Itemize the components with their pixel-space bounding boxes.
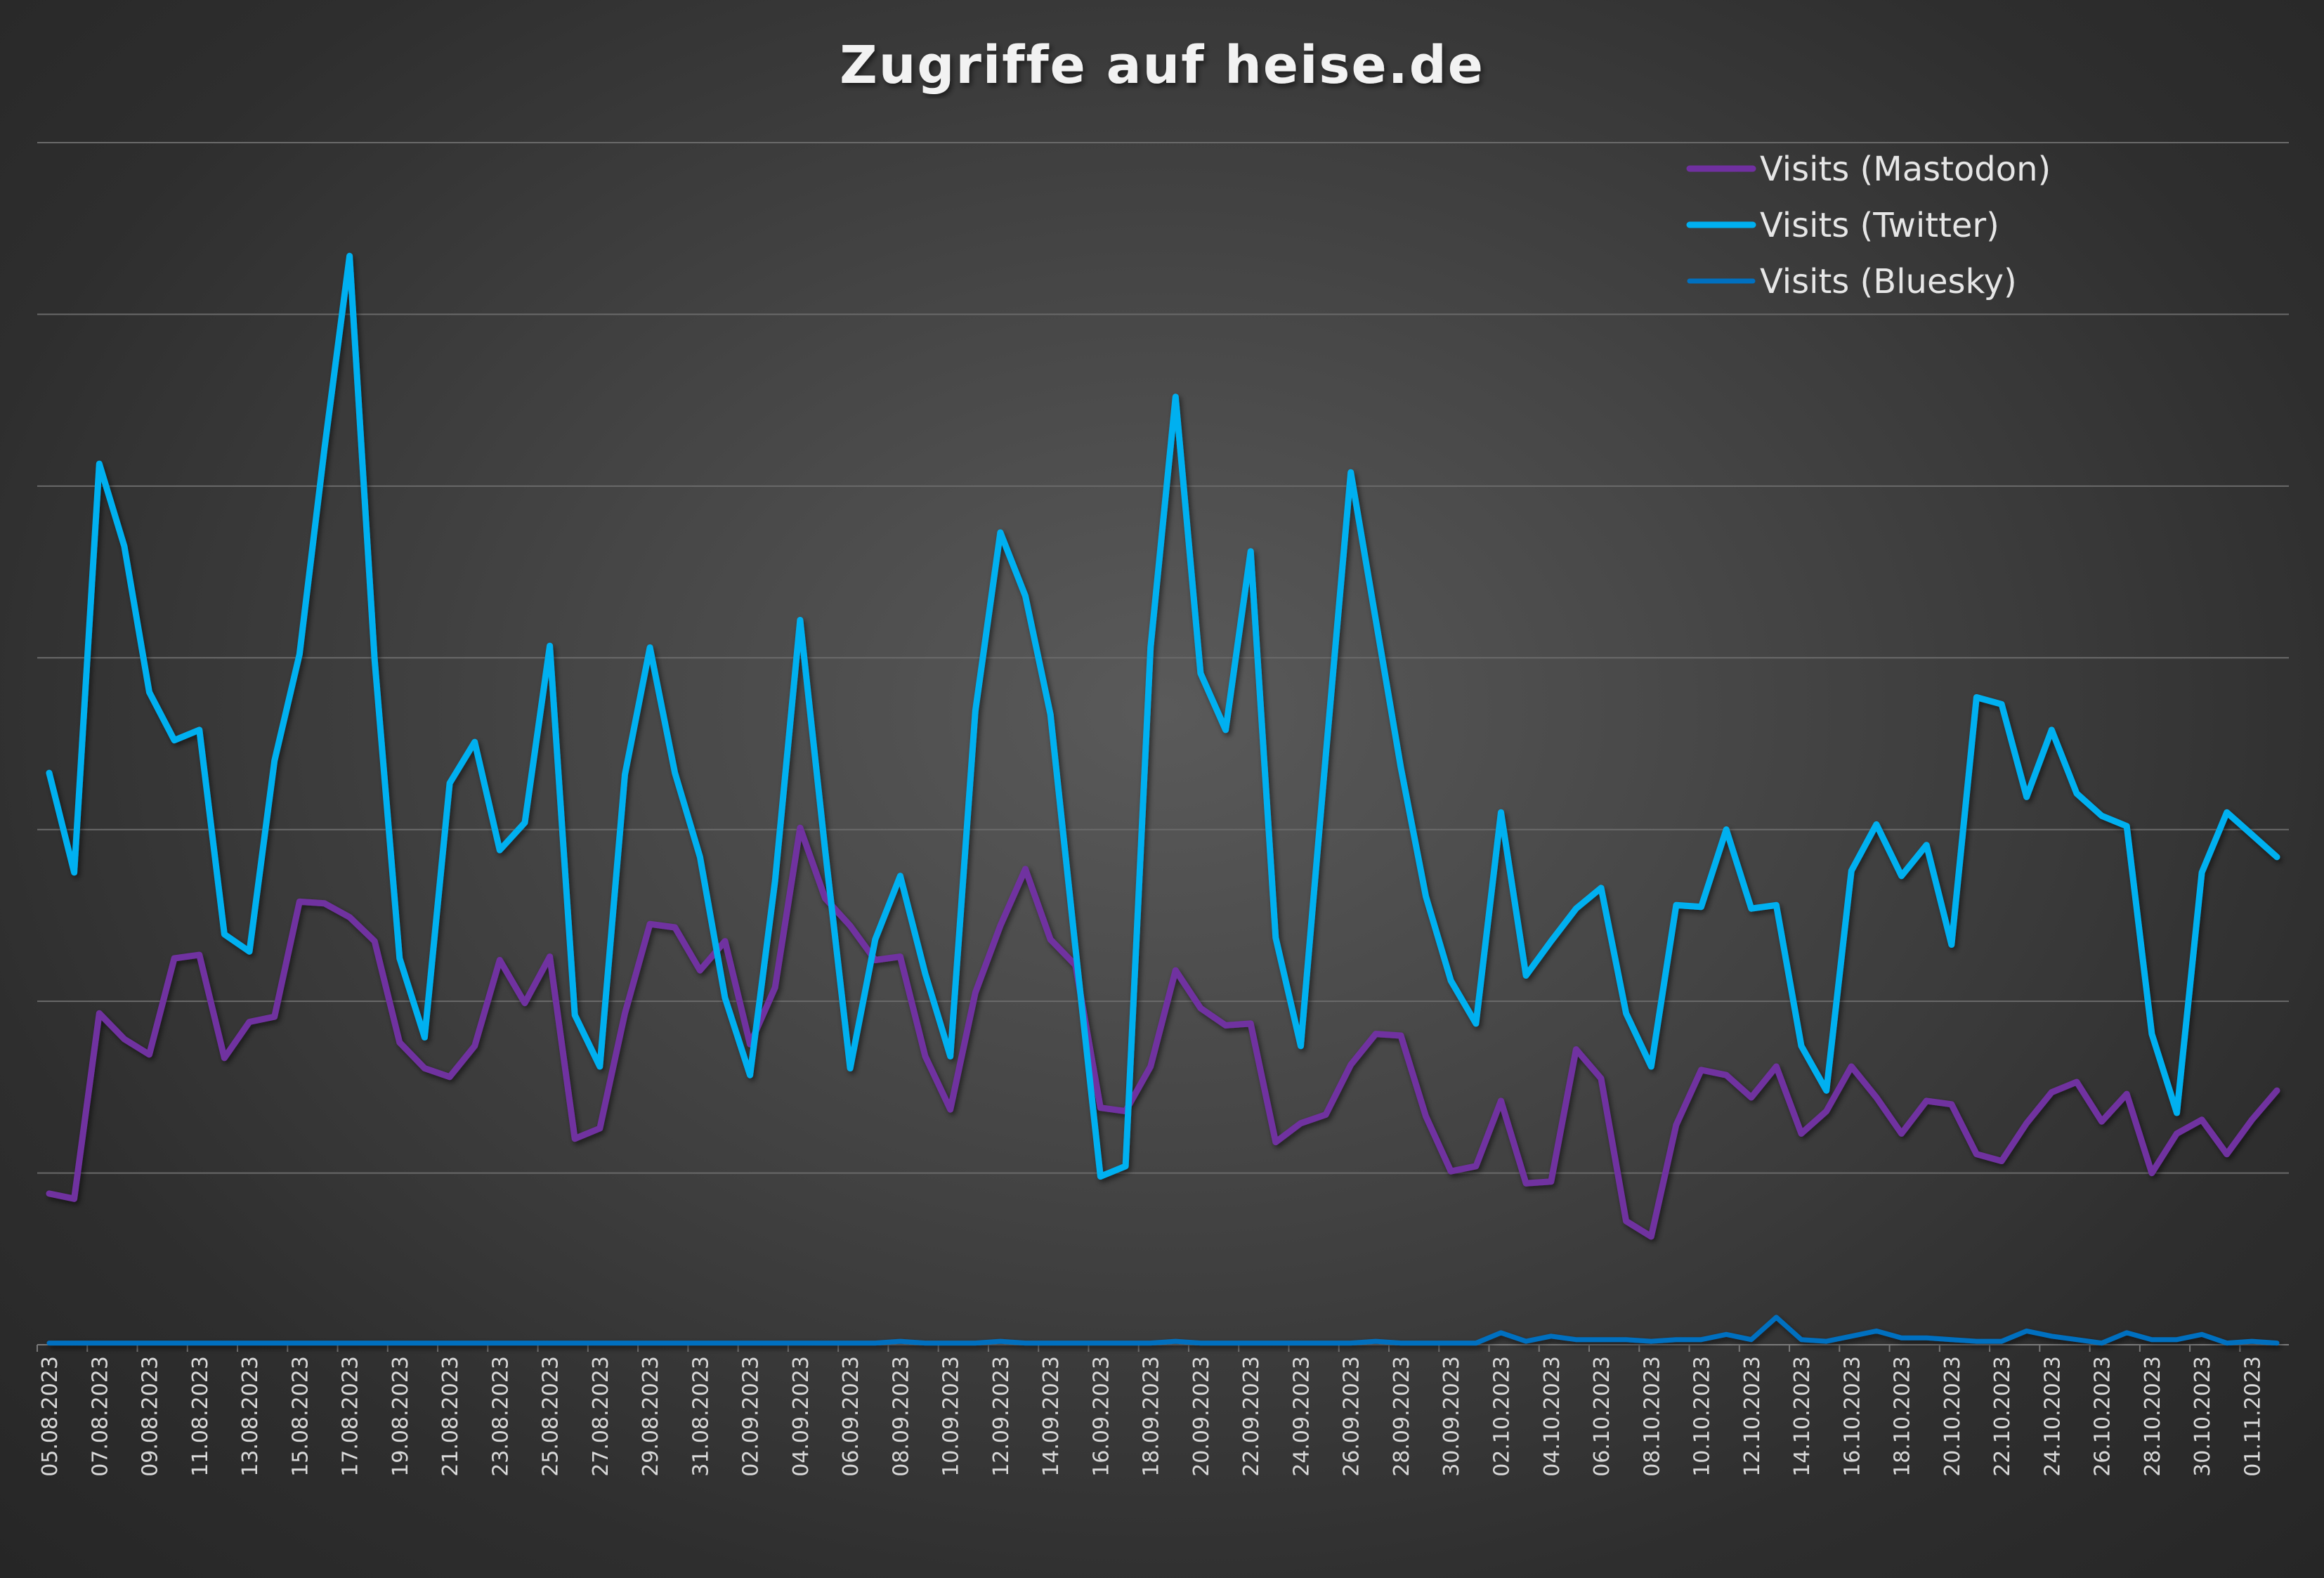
x-tick-label: 01.11.2023 [2240, 1356, 2265, 1477]
x-tick-label: 09.08.2023 [138, 1356, 163, 1477]
x-tick-label: 14.09.2023 [1039, 1356, 1064, 1477]
x-tick-label: 24.10.2023 [2040, 1356, 2065, 1477]
series-line-twitter [46, 252, 2280, 1180]
x-tick-label: 18.10.2023 [1891, 1356, 1915, 1477]
chart-title: Zugriffe auf heise.de [840, 35, 1484, 96]
x-tick-label: 15.08.2023 [288, 1356, 313, 1477]
x-axis: 05.08.2023 07.08.2023 09.08.2023 11.08.2023… [37, 1345, 2265, 1477]
x-tick-label: 22.09.2023 [1239, 1356, 1264, 1477]
x-tick-label: 07.08.2023 [88, 1356, 112, 1477]
x-tick-label: 24.09.2023 [1289, 1356, 1314, 1477]
x-tick-label: 21.08.2023 [438, 1356, 463, 1477]
x-tick-label: 25.08.2023 [539, 1356, 563, 1477]
x-tick-label: 31.08.2023 [688, 1356, 713, 1477]
x-tick-label: 08.09.2023 [889, 1356, 913, 1477]
x-tick-label: 20.09.2023 [1189, 1356, 1214, 1477]
x-tick-label: 30.10.2023 [2191, 1356, 2215, 1477]
x-tick-label: 28.09.2023 [1390, 1356, 1414, 1477]
x-tick-label: 18.09.2023 [1140, 1356, 1164, 1477]
x-tick-label: 12.10.2023 [1740, 1356, 1765, 1477]
x-tick-label: 14.10.2023 [1790, 1356, 1815, 1477]
legend-label-twitter: Visits (Twitter) [1760, 206, 1999, 245]
gridlines [37, 142, 2289, 1345]
x-tick-label: 19.08.2023 [389, 1356, 413, 1477]
x-tick-label: 20.10.2023 [1940, 1356, 1965, 1477]
x-tick-label: 29.08.2023 [639, 1356, 663, 1477]
x-tick-label: 06.09.2023 [839, 1356, 863, 1477]
x-tick-label: 13.08.2023 [238, 1356, 263, 1477]
legend-item-bluesky: Visits (Bluesky) [1687, 262, 2017, 301]
legend-item-mastodon: Visits (Mastodon) [1686, 150, 2051, 189]
x-tick-label: 10.09.2023 [939, 1356, 964, 1477]
x-tick-label: 26.09.2023 [1340, 1356, 1364, 1477]
legend: Visits (Mastodon) Visits (Twitter) Visit… [1686, 150, 2051, 301]
x-tick-label: 23.08.2023 [488, 1356, 513, 1477]
x-tick-label: 16.09.2023 [1089, 1356, 1114, 1477]
series-lines [46, 252, 2280, 1346]
x-tick-label: 10.10.2023 [1690, 1356, 1715, 1477]
x-tick-label: 02.09.2023 [739, 1356, 764, 1477]
x-tick-label: 26.10.2023 [2091, 1356, 2115, 1477]
x-tick-label: 04.09.2023 [789, 1356, 814, 1477]
x-tick-label: 27.08.2023 [589, 1356, 613, 1477]
x-tick-label: 16.10.2023 [1840, 1356, 1865, 1477]
x-tick-label: 11.08.2023 [188, 1356, 213, 1477]
x-tick-label: 12.09.2023 [989, 1356, 1014, 1477]
series-line-bluesky [46, 1315, 2280, 1346]
x-tick-label: 30.09.2023 [1440, 1356, 1464, 1477]
x-tick-label: 04.10.2023 [1540, 1356, 1565, 1477]
x-tick-label: 08.10.2023 [1640, 1356, 1664, 1477]
series-line-mastodon [46, 824, 2280, 1240]
legend-label-mastodon: Visits (Mastodon) [1760, 150, 2051, 189]
x-tick-label: 06.10.2023 [1590, 1356, 1614, 1477]
x-tick-label: 17.08.2023 [339, 1356, 363, 1477]
x-tick-label: 22.10.2023 [1990, 1356, 2015, 1477]
legend-item-twitter: Visits (Twitter) [1686, 206, 1999, 245]
x-tick-label: 05.08.2023 [38, 1356, 63, 1477]
x-tick-label: 28.10.2023 [2141, 1356, 2165, 1477]
x-tick-label: 02.10.2023 [1489, 1356, 1514, 1477]
legend-label-bluesky: Visits (Bluesky) [1760, 262, 2017, 301]
